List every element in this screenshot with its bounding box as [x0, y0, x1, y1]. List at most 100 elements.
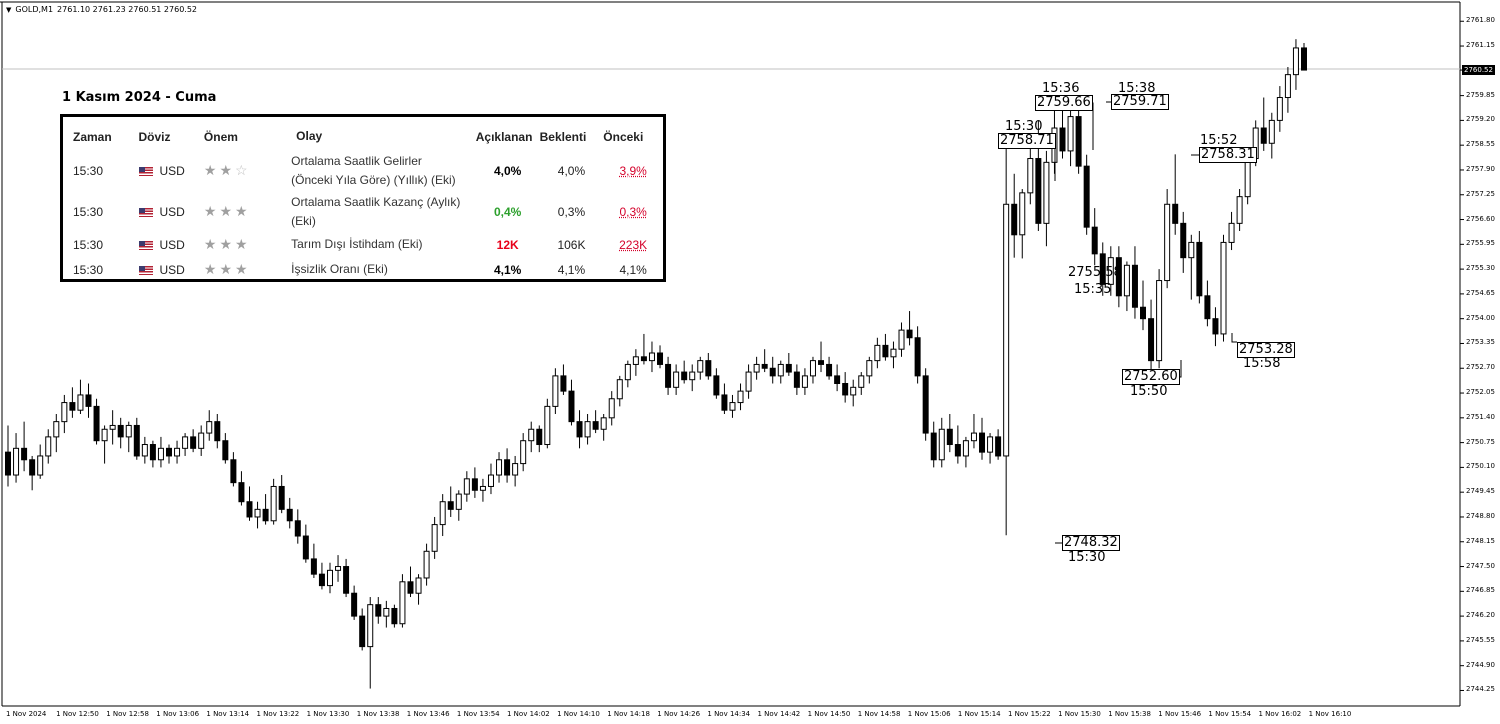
candle-bearish — [1131, 264, 1138, 308]
candle-bearish — [1260, 127, 1267, 144]
row-previous: 4,1% — [619, 262, 647, 277]
candle-bullish — [962, 440, 969, 457]
annotation-leader-line — [1231, 333, 1237, 343]
candle-bullish — [423, 550, 430, 579]
row-forecast: 4,1% — [557, 262, 586, 277]
annotation-price: 2748.32 — [1062, 535, 1120, 551]
candle-bearish — [310, 558, 317, 575]
candle-bearish — [1011, 203, 1018, 236]
candle-bearish — [407, 581, 414, 594]
candle-bearish — [133, 424, 140, 457]
us-flag-icon — [138, 265, 153, 275]
row-time: 15:30 — [73, 237, 104, 252]
candle-bullish — [1043, 161, 1050, 224]
candle-bearish — [882, 344, 889, 358]
economic-calendar-panel: Zaman Döviz Önem Olay Açıklanan Beklenti… — [60, 114, 666, 282]
time-tick-label: 1 Nov 13:14 — [206, 710, 250, 718]
annotation-time: 15:36 — [1042, 81, 1080, 96]
candle-bearish — [1180, 222, 1187, 259]
candle-bullish — [866, 360, 873, 377]
candle-bullish — [53, 421, 60, 438]
candle-bullish — [987, 436, 994, 453]
candle-bearish — [954, 444, 961, 457]
candle-bearish — [375, 604, 382, 617]
candle-bullish — [689, 371, 696, 381]
candle-bullish — [77, 394, 84, 411]
annotation-time: 15:50 — [1130, 384, 1168, 399]
price-tick-label: 2758.55 — [1466, 140, 1495, 149]
annotation-price: 2758.31 — [1199, 147, 1257, 163]
annotation-time: 15:58 — [1243, 356, 1281, 371]
candle-bearish — [1075, 116, 1082, 167]
candle-bullish — [335, 566, 342, 571]
candle-bullish — [1236, 196, 1243, 224]
candle-bullish — [648, 352, 655, 362]
candle-bearish — [826, 363, 833, 377]
candle-bullish — [496, 459, 503, 476]
candle-bullish — [1188, 241, 1195, 259]
price-tick-label: 2747.50 — [1466, 561, 1495, 570]
row-forecast: 106K — [557, 237, 586, 252]
row-previous: 3,9% — [619, 163, 647, 178]
currency-code: USD — [159, 204, 185, 219]
candle-bullish — [777, 363, 784, 377]
candle-bullish — [528, 428, 535, 442]
time-tick-label: 1 Nov 16:02 — [1258, 710, 1302, 718]
event-name-line: Ortalama Saatlik Kazanç (Aylık) — [291, 194, 461, 209]
candle-bullish — [600, 417, 607, 430]
candle-bearish — [343, 566, 350, 594]
time-tick-label: 1 Nov 12:58 — [106, 710, 149, 718]
candle-bullish — [1268, 119, 1275, 144]
calendar-row[interactable]: 15:30 USD ★ ★ ★ Tarım Dışı İstihdam (Eki) 12K 1… — [63, 232, 663, 257]
candle-bullish — [383, 607, 390, 617]
time-tick-label: 1 Nov 15:14 — [957, 710, 1001, 718]
candle-bullish — [1228, 222, 1235, 243]
candle-bearish — [278, 485, 285, 510]
price-tick-label: 2755.95 — [1466, 239, 1495, 248]
row-event: İşsizlik Oranı (Eki) — [291, 257, 476, 282]
calendar-row[interactable]: 15:30 USD ★ ★ ★ Ortalama Saatlik Kazanç (Aylı… — [63, 191, 663, 232]
time-tick-label: 1 Nov 13:06 — [156, 710, 200, 718]
candle-bearish — [592, 421, 599, 430]
annotation-price: 2753.28 — [1237, 342, 1295, 358]
star-icon: ★ — [203, 203, 217, 219]
candle-bullish — [125, 424, 132, 438]
row-forecast: 4,0% — [557, 163, 586, 178]
candle-bullish — [1107, 257, 1114, 285]
col-header-actual: Açıklanan — [475, 129, 533, 144]
candle-bullish — [157, 447, 164, 461]
candle-bearish — [471, 478, 478, 491]
price-tick-label: 2751.40 — [1466, 412, 1495, 421]
time-tick-label: 1 Nov 13:22 — [256, 710, 300, 718]
candle-bullish — [1019, 192, 1026, 236]
time-tick-label: 1 Nov 15:22 — [1008, 710, 1051, 718]
candle-bearish — [793, 371, 800, 388]
candle-bearish — [85, 394, 92, 407]
candle-bearish — [1099, 253, 1106, 285]
calendar-row[interactable]: 15:30 USD ★ ★ ★ İşsizlik Oranı (Eki) 4,1% 4,1% 4… — [63, 257, 663, 282]
star-icon: ★ — [203, 162, 217, 178]
candle-bullish — [463, 478, 470, 495]
row-currency: USD — [138, 232, 204, 257]
price-tick-label: 2754.00 — [1466, 313, 1495, 322]
time-tick-label: 1 Nov 13:46 — [406, 710, 450, 718]
candle-bullish — [970, 432, 977, 442]
candle-bullish — [13, 447, 20, 476]
time-tick-label: 1 Nov 13:54 — [456, 710, 500, 718]
time-tick-label: 1 Nov 14:10 — [557, 710, 600, 718]
candle-bearish — [391, 607, 398, 625]
calendar-row[interactable]: 15:30 USD ★ ★ ☆ Ortalama Saatlik Gelirler (Önc… — [63, 150, 663, 191]
time-tick-label: 1 Nov 14:18 — [607, 710, 650, 718]
row-event: Ortalama Saatlik Kazanç (Aylık) (Eki) — [291, 191, 476, 232]
candle-bearish — [713, 375, 720, 396]
annotation-price: 2759.66 — [1035, 95, 1093, 111]
time-tick-label: 1 Nov 14:02 — [507, 710, 550, 718]
candle-bearish — [922, 375, 929, 434]
candle-bullish — [632, 356, 639, 365]
candle-bearish — [21, 447, 28, 461]
row-forecast: 0,3% — [557, 204, 586, 219]
dropdown-triangle-icon[interactable]: ▼ — [6, 5, 12, 14]
price-tick-label: 2744.25 — [1466, 685, 1495, 694]
candle-bearish — [29, 459, 36, 476]
row-time: 15:30 — [73, 163, 104, 178]
